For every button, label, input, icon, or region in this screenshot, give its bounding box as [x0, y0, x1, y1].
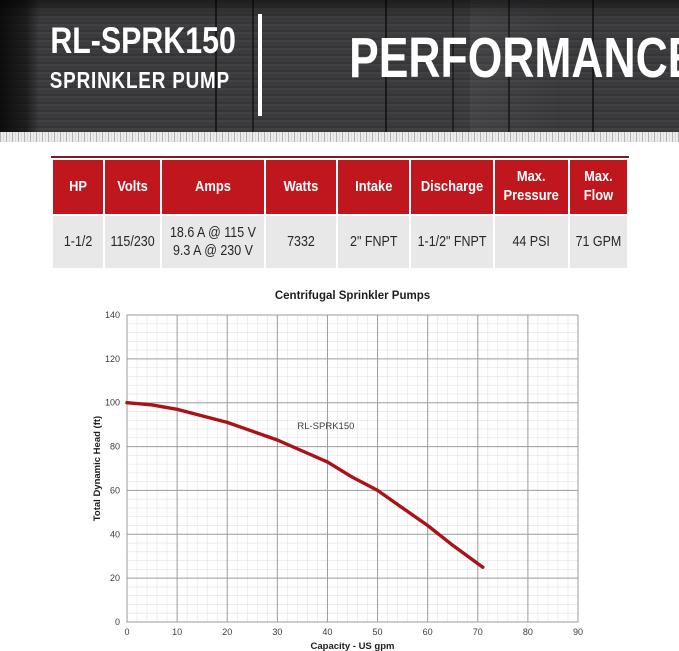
cell-text-line: Max.	[517, 168, 546, 186]
tick-labels: 0 10 20 30 40 50 60 70 80 90 0 20 40 60 80 100 120 140	[105, 310, 583, 637]
cell-text-line: 1-1/2" FNPT	[417, 233, 487, 250]
cell-text-line: 7332	[286, 233, 315, 250]
spec-header-cell: Amps	[161, 160, 264, 214]
model-block: RL-SPRK150 SPRINKLER PUMP	[30, 21, 236, 94]
x-tick-label: 30	[272, 627, 282, 637]
spec-header-cell: Intake	[337, 160, 410, 214]
pump-curve	[125, 401, 485, 569]
chart-section: 0 10 20 30 40 50 60 70 80 90 0 20 40 60 80 100 120 140 Cen…	[0, 280, 679, 651]
cell-text-line: 9.3 A @ 230 V	[172, 243, 253, 259]
cell-text-line: Amps	[194, 177, 231, 195]
y-tick-label: 120	[105, 354, 120, 364]
spec-header-cell: Volts	[104, 160, 160, 214]
y-tick-label: 40	[110, 529, 120, 539]
x-tick-label: 10	[172, 627, 182, 637]
spec-header-cell: Max. Flow	[569, 160, 627, 214]
cell-text-line: Flow	[583, 187, 613, 204]
x-tick-label: 90	[573, 627, 583, 637]
cell-text-line: 71 GPM	[575, 233, 621, 250]
spec-value-cell: 2" FNPT	[337, 216, 410, 268]
cell-text-line: Intake	[354, 177, 393, 195]
spec-value-cell: 115/230	[104, 216, 160, 268]
spec-value-cell: 18.6 A @ 115 V 9.3 A @ 230 V	[161, 216, 264, 268]
y-tick-label: 60	[110, 485, 120, 495]
minor-gridlines	[127, 315, 578, 622]
major-gridlines	[126, 314, 579, 623]
wood-texture-background	[0, 0, 679, 132]
page-title: PERFORMANCE	[300, 30, 679, 87]
cell-text-line: 2" FNPT	[349, 233, 398, 250]
y-tick-label: 80	[110, 442, 120, 452]
chart-title: Centrifugal Sprinkler Pumps	[275, 290, 430, 302]
spec-header-cell: Watts	[265, 160, 336, 214]
cell-text-line: Discharge	[421, 177, 484, 195]
header-banner: RL-SPRK150 SPRINKLER PUMP PERFORMANCE	[0, 0, 679, 142]
spec-value-cell: 1-1/2	[52, 216, 103, 268]
y-tick-label: 0	[115, 617, 120, 627]
x-axis-label: Capacity - US gpm	[311, 641, 395, 651]
plot-border	[126, 314, 579, 623]
cell-text-line: Max.	[583, 168, 613, 186]
spec-value-cell: 44 PSI	[495, 216, 568, 268]
cell-text-line: Pressure	[503, 187, 560, 204]
y-tick-label: 100	[105, 398, 120, 408]
spec-header-cell: HP	[52, 160, 103, 214]
x-tick-label: 20	[222, 627, 232, 637]
y-axis-label: Total Dynamic Head (ft)	[92, 416, 103, 521]
spec-table-section: HP Volts Amps Watts Intake Discharge Max. Press…	[50, 156, 629, 270]
x-tick-label: 50	[373, 627, 383, 637]
x-tick-label: 40	[322, 627, 332, 637]
spec-table-value-row: 1-1/2 115/230 18.6 A @ 115 V 9.3 A @ 230 V 7…	[52, 216, 627, 268]
spec-table-header-row: HP Volts Amps Watts Intake Discharge Max. Press…	[52, 160, 627, 214]
banner-bottom-strip	[0, 132, 679, 142]
header-divider	[258, 14, 262, 116]
cell-text-line: HP	[68, 177, 87, 195]
spec-value-cell: 7332	[265, 216, 336, 268]
cell-text-line: Watts	[283, 177, 319, 195]
performance-chart: 0 10 20 30 40 50 60 70 80 90 0 20 40 60 80 100 120 140 Cen…	[92, 290, 583, 651]
spec-value-cell: 71 GPM	[569, 216, 627, 268]
model-name: RL-SPRK150	[50, 20, 236, 61]
cell-text-line: 115/230	[110, 233, 155, 250]
y-tick-label: 140	[105, 310, 120, 320]
cell-text-line: Volts	[116, 177, 148, 195]
y-tick-label: 20	[110, 573, 120, 583]
spec-header-cell: Discharge	[411, 160, 494, 214]
spec-table: HP Volts Amps Watts Intake Discharge Max. Press…	[50, 156, 629, 270]
x-tick-label: 80	[523, 627, 533, 637]
x-tick-label: 70	[473, 627, 483, 637]
curve-label: RL-SPRK150	[297, 421, 354, 432]
x-tick-label: 0	[124, 627, 129, 637]
cell-text-line: 44 PSI	[512, 233, 551, 250]
cell-text-line: 18.6 A @ 115 V	[169, 224, 256, 241]
spec-header-cell: Max. Pressure	[495, 160, 568, 214]
x-tick-label: 60	[423, 627, 433, 637]
spec-value-cell: 1-1/2" FNPT	[411, 216, 494, 268]
model-subtitle: SPRINKLER PUMP	[49, 66, 230, 93]
cell-text-line: 1-1/2	[63, 233, 92, 250]
page-title-text: PERFORMANCE	[349, 26, 679, 90]
